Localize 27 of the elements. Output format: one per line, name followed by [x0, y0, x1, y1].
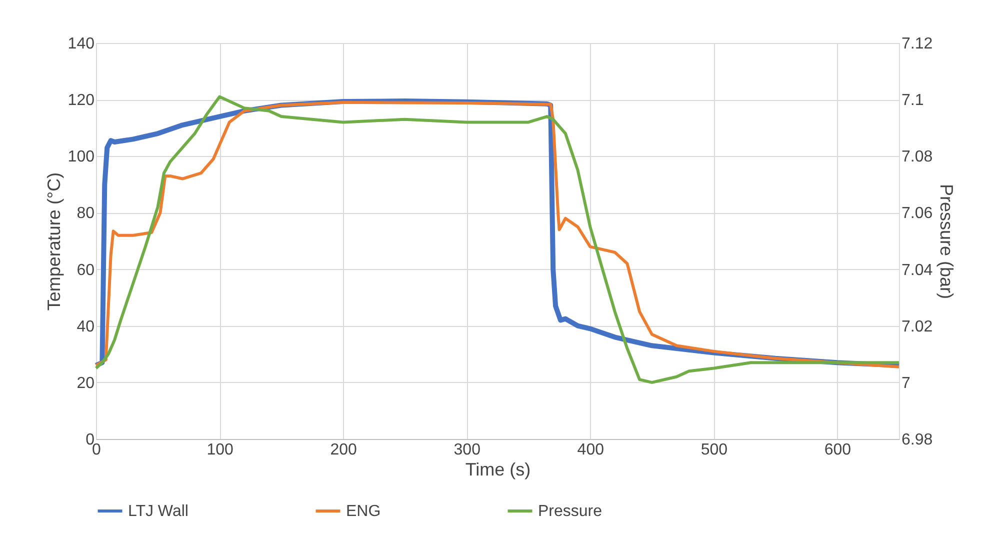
x-tick-label: 100: [206, 442, 234, 458]
y2-axis-title: Pressure (bar): [936, 184, 957, 300]
y-tick-label: 140: [68, 36, 95, 52]
y-tick-label: 80: [76, 205, 95, 222]
y-axis-title: Temperature (°C): [44, 172, 64, 311]
y-tick-label: 120: [68, 92, 95, 110]
x-tick-label: 200: [330, 442, 358, 458]
y-tick-label: 100: [68, 148, 95, 166]
legend-label: Pressure: [538, 503, 602, 520]
y2-tick-label: 7.02: [902, 318, 933, 336]
y2-tick-label: 7.08: [902, 148, 933, 166]
y2-tick-label: 7.06: [902, 205, 933, 222]
legend-label: ENG: [346, 503, 381, 520]
y-tick-label: 20: [76, 374, 95, 392]
x-axis-title: Time (s): [465, 460, 531, 480]
x-tick-label: 600: [824, 442, 852, 458]
y2-tick-label: 6.98: [902, 432, 933, 448]
x-tick-label: 300: [454, 442, 481, 458]
y-tick-label: 60: [76, 262, 95, 279]
y2-tick-label: 7.12: [902, 36, 933, 52]
y2-tick-label: 7: [902, 374, 910, 392]
y2-tick-label: 7.1: [902, 92, 924, 110]
x-tick-label: 400: [577, 442, 604, 458]
legend-label: LTJ Wall: [128, 503, 188, 520]
y2-tick-label: 7.04: [902, 262, 933, 279]
y-tick-label: 40: [76, 318, 95, 336]
x-tick-label: 500: [700, 442, 728, 458]
